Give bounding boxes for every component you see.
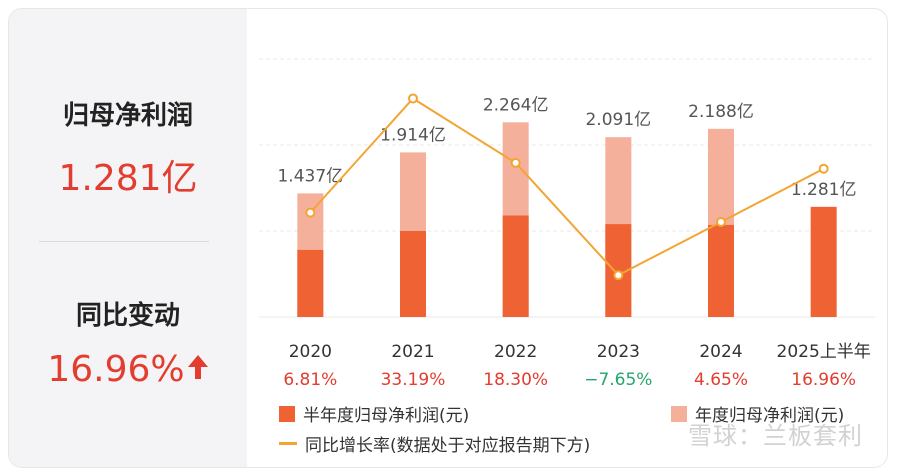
x-tick-label: 2025上半年	[777, 342, 871, 362]
growth-rate-label: 18.30%	[483, 370, 548, 390]
growth-rate-label: 33.19%	[381, 370, 446, 390]
half-year-bar	[708, 224, 734, 317]
legend-half-year-label: 半年度归母净利润(元)	[303, 406, 470, 426]
growth-point	[613, 270, 624, 281]
x-tick-label: 2024	[699, 342, 742, 362]
half-year-bar	[502, 215, 529, 317]
bar-value-label: 1.437亿	[277, 166, 343, 186]
legend-growth-swatch	[279, 442, 297, 445]
legend-annual-label: 年度归母净利润(元)	[695, 406, 845, 426]
legend-growth: 同比增长率(数据处于对应报告期下方)	[279, 431, 590, 456]
growth-rate-label: 6.81%	[283, 370, 337, 390]
change-value-row: 16.96%	[9, 349, 247, 390]
profit-chart: 1.437亿 2020 6.81% 1.914亿 2021 33.19% 2.264亿 202…	[259, 58, 875, 390]
x-tick-label: 2021	[391, 342, 434, 362]
legend-half-year: 半年度归母净利润(元)	[279, 401, 469, 426]
legend-annual: 年度归母净利润(元)	[671, 401, 844, 426]
half-year-bar	[297, 249, 324, 317]
up-arrow-icon	[187, 349, 209, 390]
report-card: 归母净利润 1.281亿 同比变动 16.96% 1.437亿 2020 6.81%…	[8, 8, 888, 468]
watermark: 雪球：兰板套利	[688, 422, 863, 450]
x-tick-label: 2020	[289, 342, 332, 362]
profit-value: 1.281亿	[58, 158, 198, 199]
x-tick-label: 2022	[494, 342, 537, 362]
summary-panel: 归母净利润 1.281亿 同比变动 16.96%	[9, 9, 247, 467]
growth-point	[510, 157, 521, 168]
growth-rate-label: −7.65%	[584, 370, 652, 390]
profit-label: 归母净利润	[62, 101, 193, 131]
growth-line	[309, 97, 825, 277]
growth-rate-label: 4.65%	[694, 370, 748, 390]
bar-value-label: 1.914亿	[380, 125, 446, 145]
growth-rate-label: 16.96%	[791, 370, 856, 390]
legend-annual-swatch	[671, 405, 687, 422]
half-year-bar	[810, 206, 837, 317]
legend-half-year-swatch	[279, 405, 295, 422]
change-value: 16.96%	[47, 349, 185, 390]
growth-point	[716, 216, 726, 227]
growth-point	[305, 207, 316, 218]
half-year-bar	[400, 231, 426, 317]
bar-value-label: 2.188亿	[688, 102, 754, 122]
x-tick-label: 2023	[597, 342, 640, 362]
summary-divider	[39, 241, 209, 242]
bar-value-label: 2.091亿	[585, 110, 651, 130]
legend-growth-label: 同比增长率(数据处于对应报告期下方)	[305, 436, 591, 456]
growth-point	[408, 93, 418, 104]
change-label: 同比变动	[75, 301, 180, 331]
bar-value-label: 2.264亿	[483, 95, 549, 115]
growth-point	[818, 163, 829, 174]
bar-value-label: 1.281亿	[791, 180, 857, 200]
